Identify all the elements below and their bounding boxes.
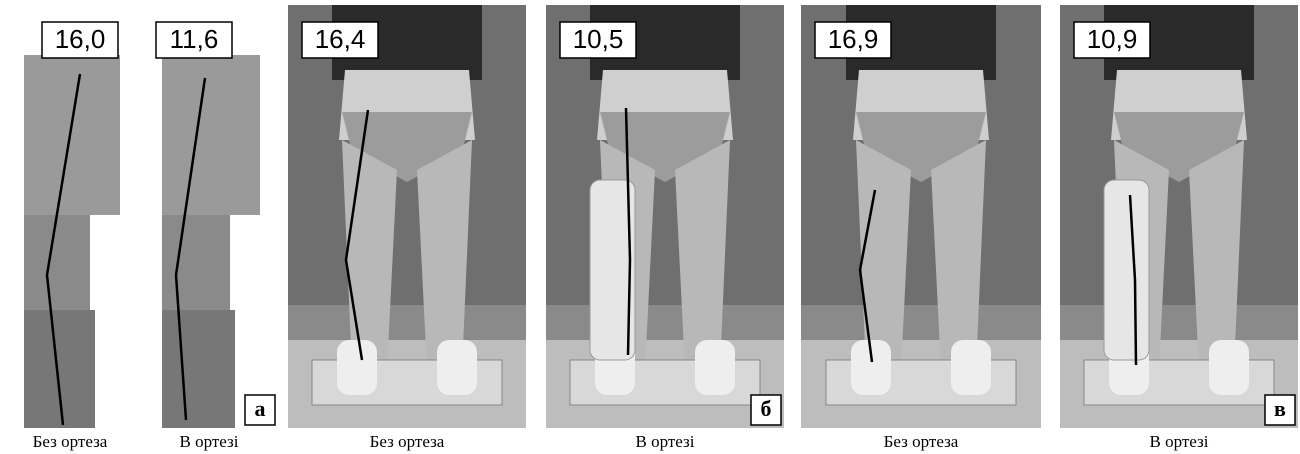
caption: В ортезі (180, 432, 239, 451)
measure-label: 16,9 (828, 24, 879, 54)
group-label: а (255, 396, 266, 421)
caption: В ортезі (1150, 432, 1209, 451)
xray-mid (162, 215, 230, 310)
foot-right (437, 340, 477, 395)
panel: 16,4 Без ортеза (288, 5, 526, 451)
group-label: в (1274, 396, 1286, 421)
figure: 16,0 Без ортеза 11,6 В ортезі а 16,4 Без ортез… (0, 0, 1300, 454)
caption: Без ортеза (33, 432, 108, 451)
panel: 16,9 Без ортеза (801, 5, 1041, 451)
xray-mid (24, 215, 90, 310)
group-label: б (761, 396, 772, 421)
measure-label: 16,0 (55, 24, 106, 54)
caption: Без ортеза (884, 432, 959, 451)
xray-top (162, 55, 260, 215)
measure-label: 10,9 (1087, 24, 1138, 54)
xray-top (24, 55, 120, 215)
xray-low (162, 310, 235, 428)
panel: 11,6 В ортезі а (140, 5, 278, 451)
orthosis (1104, 180, 1149, 360)
panel: 10,9 В ортезі в (1060, 5, 1298, 451)
foot-right (1209, 340, 1249, 395)
caption: В ортезі (636, 432, 695, 451)
measure-label: 16,4 (315, 24, 366, 54)
xray-low (24, 310, 95, 428)
caption: Без ортеза (370, 432, 445, 451)
panel: 16,0 Без ортеза (2, 5, 138, 451)
foot-left (337, 340, 377, 395)
foot-right (951, 340, 991, 395)
panel: 10,5 В ортезі б (546, 5, 784, 451)
measure-label: 11,6 (170, 24, 219, 54)
measure-label: 10,5 (573, 24, 624, 54)
foot-right (695, 340, 735, 395)
